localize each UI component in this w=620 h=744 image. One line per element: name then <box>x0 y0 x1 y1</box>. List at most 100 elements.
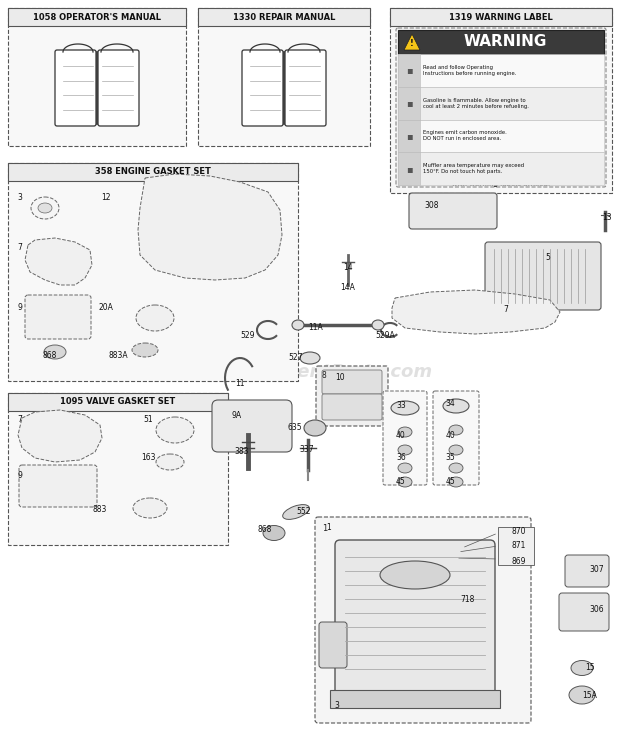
Bar <box>8 8 186 26</box>
Ellipse shape <box>38 203 52 213</box>
Ellipse shape <box>156 454 184 470</box>
Ellipse shape <box>449 445 463 455</box>
Text: !: ! <box>410 39 414 48</box>
Text: 14: 14 <box>343 263 353 272</box>
FancyBboxPatch shape <box>322 370 382 394</box>
Polygon shape <box>138 174 282 280</box>
Ellipse shape <box>156 417 194 443</box>
Text: 14A: 14A <box>340 283 355 292</box>
FancyBboxPatch shape <box>485 242 601 310</box>
Text: 45: 45 <box>445 478 455 487</box>
Text: 527: 527 <box>289 353 303 362</box>
Ellipse shape <box>31 197 59 219</box>
Bar <box>398 153 420 185</box>
Ellipse shape <box>449 477 463 487</box>
Ellipse shape <box>283 504 309 519</box>
Ellipse shape <box>292 320 304 330</box>
FancyBboxPatch shape <box>285 50 326 126</box>
Text: 35: 35 <box>445 454 455 463</box>
Text: 1: 1 <box>322 524 327 533</box>
Ellipse shape <box>569 686 595 704</box>
Bar <box>398 54 604 87</box>
Ellipse shape <box>398 427 412 437</box>
Ellipse shape <box>300 352 320 364</box>
Text: 869: 869 <box>512 557 526 565</box>
FancyBboxPatch shape <box>319 622 347 668</box>
Text: 383: 383 <box>235 447 249 457</box>
Text: 871: 871 <box>512 542 526 551</box>
FancyBboxPatch shape <box>316 366 388 426</box>
Text: eReplacementParts.com: eReplacementParts.com <box>187 363 433 381</box>
Text: 1: 1 <box>327 524 331 533</box>
Text: 635: 635 <box>288 423 303 432</box>
Text: 9A: 9A <box>232 411 242 420</box>
Bar <box>198 8 370 26</box>
Text: 9: 9 <box>17 470 22 479</box>
Text: WARNING: WARNING <box>463 34 547 50</box>
Ellipse shape <box>449 463 463 473</box>
Text: 306: 306 <box>590 606 604 615</box>
Text: 20A: 20A <box>99 304 113 312</box>
Text: 3: 3 <box>335 702 339 711</box>
Bar <box>390 8 612 193</box>
FancyBboxPatch shape <box>242 50 283 126</box>
Ellipse shape <box>443 399 469 413</box>
Polygon shape <box>392 290 560 334</box>
Bar <box>198 8 370 146</box>
FancyBboxPatch shape <box>565 555 609 587</box>
Text: 8: 8 <box>322 371 327 380</box>
Text: 10: 10 <box>335 373 345 382</box>
FancyBboxPatch shape <box>322 394 382 420</box>
Text: 7: 7 <box>17 243 22 252</box>
Text: 1058 OPERATOR'S MANUAL: 1058 OPERATOR'S MANUAL <box>33 13 161 22</box>
Ellipse shape <box>304 420 326 436</box>
Text: 40: 40 <box>396 431 406 440</box>
Text: 15: 15 <box>585 664 595 673</box>
Text: REQUIRED when replacing parts
with warning labels affixed.: REQUIRED when replacing parts with warni… <box>445 176 558 187</box>
FancyBboxPatch shape <box>98 50 139 126</box>
Ellipse shape <box>44 345 66 359</box>
Ellipse shape <box>398 445 412 455</box>
Text: 40: 40 <box>445 431 455 440</box>
FancyBboxPatch shape <box>335 540 495 700</box>
Bar <box>398 87 604 120</box>
Text: 9: 9 <box>17 304 22 312</box>
Ellipse shape <box>132 343 158 357</box>
FancyBboxPatch shape <box>212 400 292 452</box>
Bar <box>398 30 604 54</box>
Text: 12: 12 <box>101 193 111 202</box>
Ellipse shape <box>449 425 463 435</box>
Bar <box>8 163 298 181</box>
FancyBboxPatch shape <box>409 193 497 229</box>
Text: 13: 13 <box>602 214 612 222</box>
Bar <box>8 393 228 545</box>
Bar <box>398 120 604 153</box>
Bar <box>398 54 420 87</box>
Text: 718: 718 <box>461 595 475 604</box>
Text: 3: 3 <box>17 193 22 202</box>
Text: 529A: 529A <box>375 330 395 339</box>
Text: 307: 307 <box>590 565 604 574</box>
Text: ▪: ▪ <box>405 98 412 108</box>
Bar <box>390 8 612 26</box>
Ellipse shape <box>391 401 419 415</box>
Text: 7: 7 <box>503 306 508 315</box>
Ellipse shape <box>136 305 174 331</box>
Text: 529: 529 <box>241 330 255 339</box>
Ellipse shape <box>133 498 167 518</box>
Bar <box>8 8 186 146</box>
Bar <box>398 87 420 120</box>
Text: 1095 VALVE GASKET SET: 1095 VALVE GASKET SET <box>60 397 175 406</box>
Ellipse shape <box>571 661 593 676</box>
FancyBboxPatch shape <box>433 391 479 485</box>
Text: 883A: 883A <box>108 350 128 359</box>
Text: 15A: 15A <box>583 690 598 699</box>
Text: 870: 870 <box>512 527 526 536</box>
FancyBboxPatch shape <box>498 527 534 565</box>
FancyBboxPatch shape <box>19 465 97 507</box>
FancyBboxPatch shape <box>25 295 91 339</box>
Polygon shape <box>18 410 102 462</box>
Text: 552: 552 <box>297 507 311 516</box>
Polygon shape <box>404 34 420 50</box>
Bar <box>398 120 420 153</box>
